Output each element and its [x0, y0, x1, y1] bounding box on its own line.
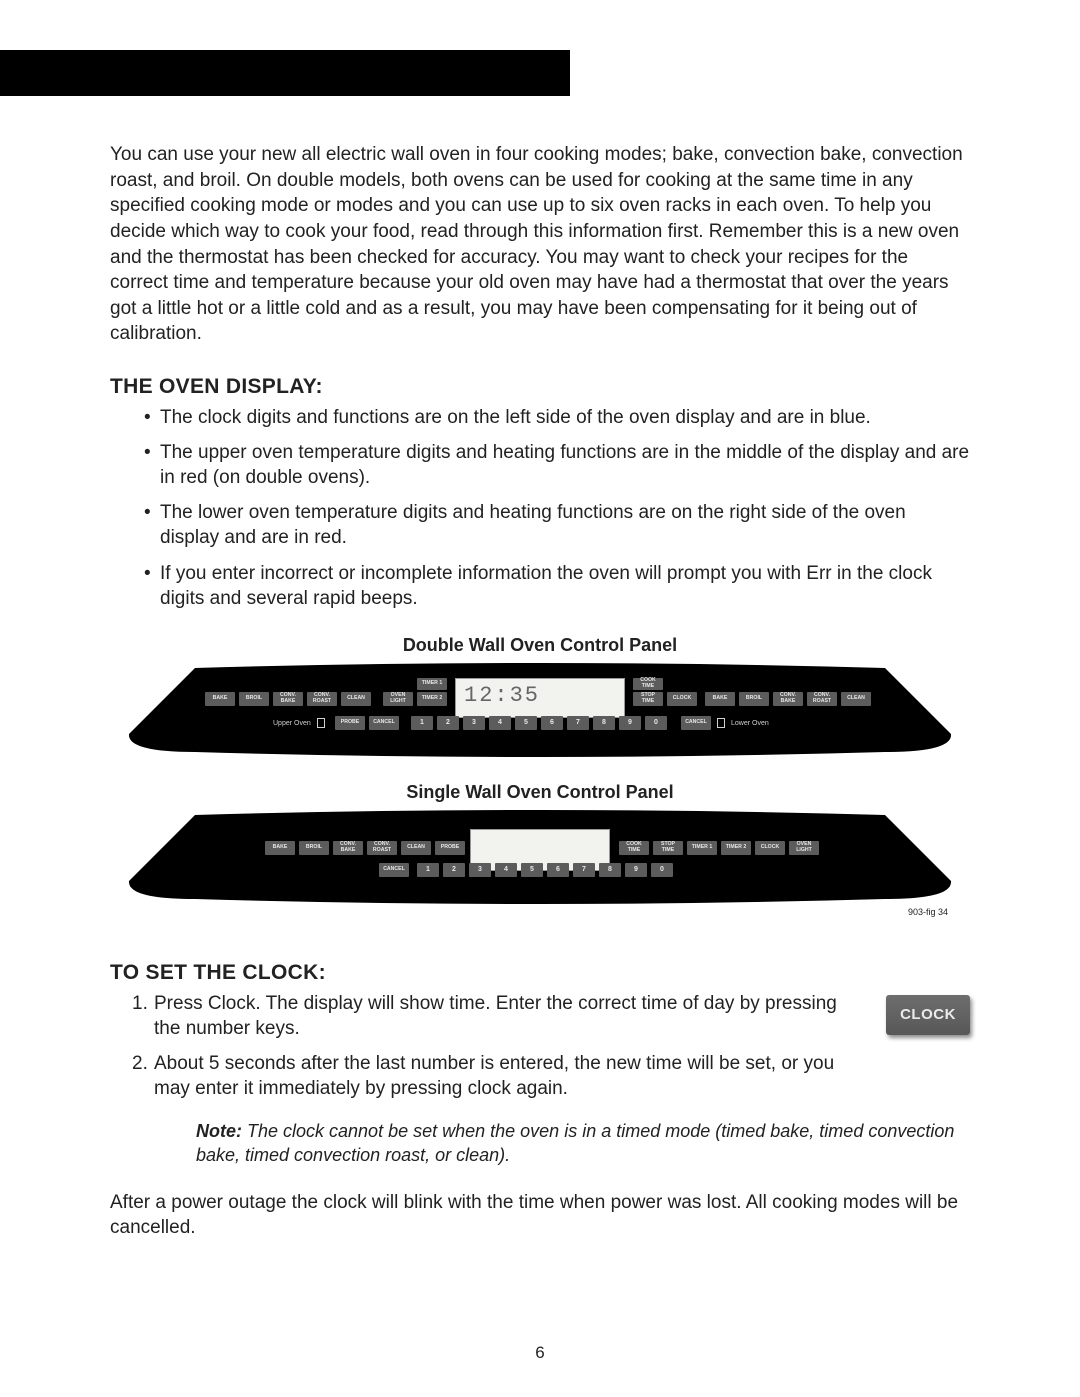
figure-number: 903-fig 34 [110, 907, 970, 917]
note-label: Note: [196, 1121, 242, 1141]
section-heading-display: THE OVEN DISPLAY: [110, 375, 970, 399]
double-oven-panel: 12:35 BAKE BROIL CONV. BAKE CONV. ROAST CLEA… [125, 662, 955, 758]
panel-button: OVEN LIGHT [383, 692, 413, 706]
clock-time: 12:35 [464, 683, 540, 708]
oven-display-screen: 12:35 [455, 678, 625, 718]
display-bullet: If you enter incorrect or incomplete inf… [160, 561, 970, 611]
display-bullet: The upper oven temperature digits and he… [160, 440, 970, 490]
step-item: Press Clock. The display will show time.… [154, 991, 866, 1041]
panel-button: CLEAN [401, 841, 431, 855]
steps-list: Press Clock. The display will show time.… [110, 991, 866, 1111]
single-oven-panel: BAKE BROIL CONV. BAKE CONV. ROAST CLEAN PROBE… [125, 809, 955, 905]
panel-button: PROBE [435, 841, 465, 855]
after-power-outage-paragraph: After a power outage the clock will blin… [110, 1190, 970, 1241]
panel-button: 6 [541, 716, 563, 730]
panel-button: CLOCK [667, 692, 697, 706]
note-text: The clock cannot be set when the oven is… [196, 1121, 954, 1165]
panel-button: CONV. BAKE [273, 692, 303, 706]
panel-button: BAKE [265, 841, 295, 855]
panel-button: PROBE [335, 716, 365, 730]
panel-button: TIMER 2 [721, 841, 751, 855]
double-panel-title: Double Wall Oven Control Panel [110, 635, 970, 656]
panel-button: 2 [443, 863, 465, 877]
panel-button: 1 [411, 716, 433, 730]
display-bullet: The clock digits and functions are on th… [160, 405, 970, 430]
panel-button: 9 [625, 863, 647, 877]
panel-button: CANCEL [681, 716, 711, 730]
panel-button: TIMER 2 [417, 692, 447, 706]
panel-button: CLEAN [341, 692, 371, 706]
panel-button: 3 [463, 716, 485, 730]
panel-button: 9 [619, 716, 641, 730]
panel-button: 5 [521, 863, 543, 877]
display-bullet: The lower oven temperature digits and he… [160, 500, 970, 550]
panel-button: 1 [417, 863, 439, 877]
panel-button: CANCEL [369, 716, 399, 730]
display-bullet-list: The clock digits and functions are on th… [110, 405, 970, 611]
panel-button: 4 [495, 863, 517, 877]
panel-button: STOP TIME [633, 692, 663, 706]
panel-button: TIMER 1 [417, 678, 447, 690]
panel-button: CONV. ROAST [807, 692, 837, 706]
panel-button: TIMER 1 [687, 841, 717, 855]
panel-button: CONV. BAKE [333, 841, 363, 855]
panel-button: CLOCK [755, 841, 785, 855]
section-heading-clock: TO SET THE CLOCK: [110, 961, 970, 985]
panel-button: CLEAN [841, 692, 871, 706]
panel-button: 8 [599, 863, 621, 877]
panel-button: BROIL [299, 841, 329, 855]
panel-button: 0 [645, 716, 667, 730]
panel-button: 2 [437, 716, 459, 730]
note-block: Note: The clock cannot be set when the o… [110, 1119, 970, 1168]
clock-button-illustration: CLOCK [886, 995, 970, 1035]
panel-button: CANCEL [379, 863, 409, 877]
intro-paragraph: You can use your new all electric wall o… [110, 142, 970, 347]
panel-button: 7 [567, 716, 589, 730]
panel-button: 6 [547, 863, 569, 877]
panel-button: COOK TIME [619, 841, 649, 855]
page-number: 6 [0, 1343, 1080, 1363]
panel-button: BROIL [239, 692, 269, 706]
panel-button: COOK TIME [633, 678, 663, 690]
panel-button: 8 [593, 716, 615, 730]
panel-button: BAKE [705, 692, 735, 706]
page-title: Operating Instructions [230, 50, 524, 96]
single-panel-title: Single Wall Oven Control Panel [110, 782, 970, 803]
header-banner: Operating Instructions [110, 50, 970, 96]
panel-button: STOP TIME [653, 841, 683, 855]
panel-button: BAKE [205, 692, 235, 706]
panel-button: BROIL [739, 692, 769, 706]
lower-oven-label: Lower Oven [731, 720, 769, 727]
step-item: About 5 seconds after the last number is… [154, 1051, 866, 1101]
panel-button: 5 [515, 716, 537, 730]
upper-oven-label: Upper Oven [273, 720, 311, 727]
panel-button: 4 [489, 716, 511, 730]
panel-button: CONV. BAKE [773, 692, 803, 706]
panel-button: 7 [573, 863, 595, 877]
panel-button: 3 [469, 863, 491, 877]
panel-button: CONV. ROAST [367, 841, 397, 855]
panel-button: 0 [651, 863, 673, 877]
panel-button: OVEN LIGHT [789, 841, 819, 855]
panel-button: CONV. ROAST [307, 692, 337, 706]
